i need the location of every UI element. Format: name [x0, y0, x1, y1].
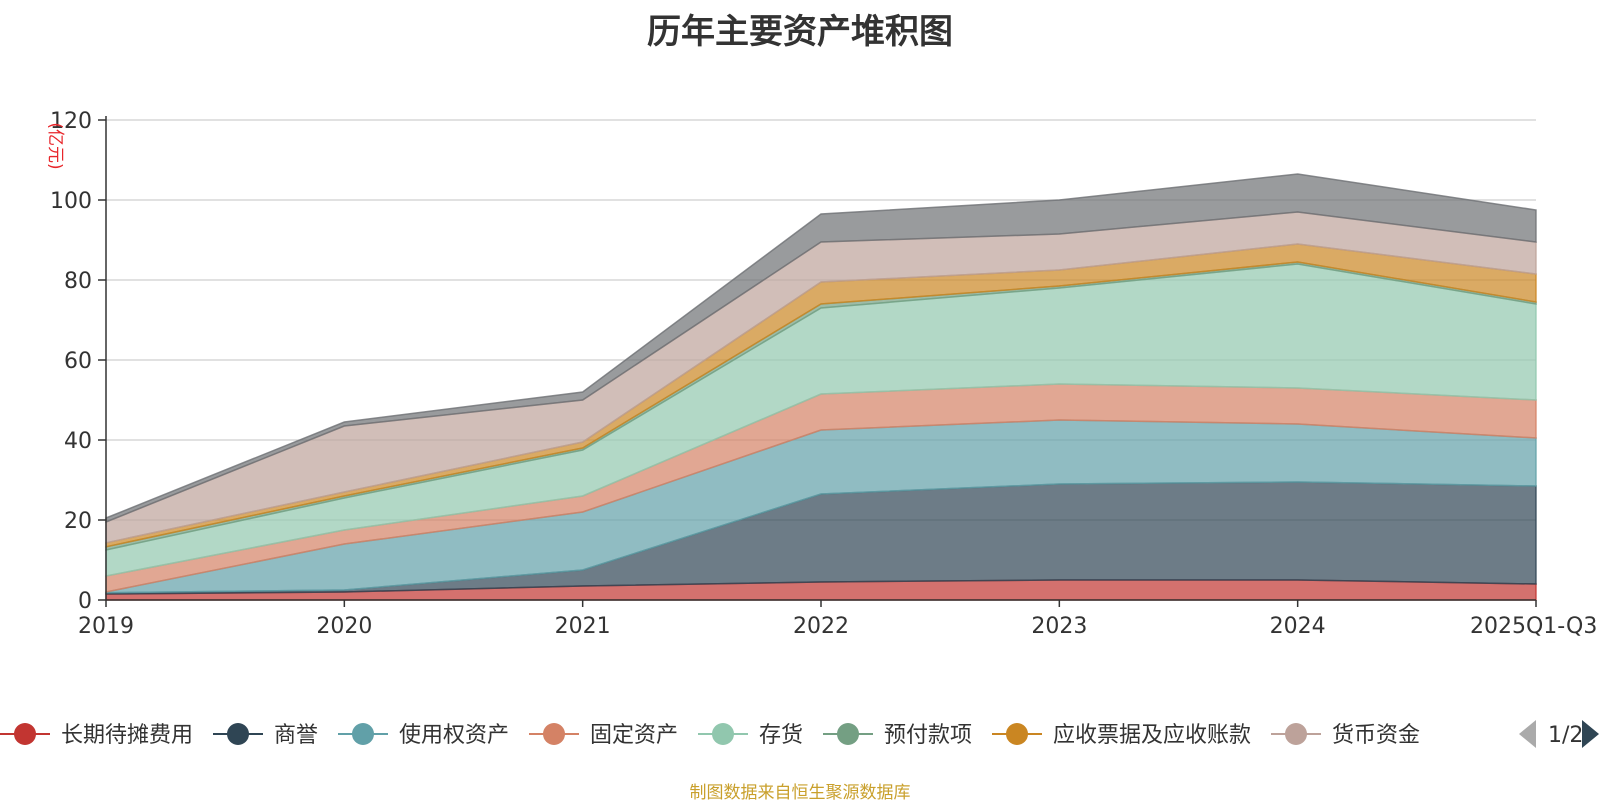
area-series [105, 173, 1537, 601]
y-tick-label: 0 [78, 589, 92, 614]
area-series-9[interactable] [105, 173, 1537, 524]
legend-item[interactable]: 应收票据及应收账款 [992, 723, 1251, 748]
legend-marker-icon [543, 723, 565, 745]
legend-items: 长期待摊费用 商誉 使用权资产 固定资产 存货 预付款项 应收票据及应收账款 货币资金 [0, 723, 1420, 748]
y-tick-label: 100 [50, 189, 92, 214]
legend-item[interactable]: 使用权资产 [338, 723, 509, 748]
y-tick-label: 120 [50, 109, 92, 134]
legend-marker-icon [227, 723, 249, 745]
legend-label: 固定资产 [590, 723, 678, 748]
axes: 0 20 40 60 80 100 120 2019 2020 2021 2022 2023 2024 2… [50, 109, 1597, 639]
legend-prev-page-icon[interactable] [1519, 720, 1536, 748]
y-tick-label: 60 [64, 349, 92, 374]
legend-item[interactable]: 存货 [698, 723, 803, 748]
legend-label: 使用权资产 [399, 723, 509, 748]
data-source-footer: 制图数据来自恒生聚源数据库 [689, 783, 911, 803]
legend-label: 长期待摊费用 [61, 723, 193, 748]
legend-label: 应收票据及应收账款 [1053, 723, 1251, 748]
legend-marker-icon [14, 723, 36, 745]
legend-marker-icon [352, 723, 374, 745]
y-axis-unit-label: (亿元) [45, 122, 65, 169]
legend-item[interactable]: 固定资产 [529, 723, 678, 748]
y-tick-label: 40 [64, 429, 92, 454]
legend-next-page-icon[interactable] [1582, 720, 1599, 748]
legend-label: 存货 [759, 723, 803, 748]
chart-title: 历年主要资产堆积图 [647, 12, 953, 52]
y-tick-label: 20 [64, 509, 92, 534]
legend-marker-icon [712, 723, 734, 745]
legend-marker-icon [1006, 723, 1028, 745]
legend-label: 货币资金 [1332, 723, 1420, 748]
x-tick-label: 2023 [1031, 614, 1087, 639]
legend-item[interactable]: 长期待摊费用 [0, 723, 193, 748]
legend-marker-icon [1285, 723, 1307, 745]
legend-item[interactable]: 预付款项 [823, 723, 972, 748]
legend: 长期待摊费用 商誉 使用权资产 固定资产 存货 预付款项 应收票据及应收账款 货币资金 1/2 [0, 720, 1599, 748]
x-tick-label: 2020 [316, 614, 372, 639]
legend-label: 预付款项 [884, 723, 972, 748]
x-tick-label: 2019 [78, 614, 134, 639]
y-tick-label: 80 [64, 269, 92, 294]
legend-item[interactable]: 货币资金 [1271, 723, 1420, 748]
x-tick-label: 2021 [555, 614, 611, 639]
legend-page-indicator: 1/2 [1548, 723, 1583, 748]
x-tick-label: 2025Q1-Q3 [1470, 614, 1597, 639]
x-tick-label: 2024 [1270, 614, 1326, 639]
x-tick-label: 2022 [793, 614, 849, 639]
legend-item[interactable]: 商誉 [213, 723, 318, 748]
legend-label: 商誉 [274, 723, 318, 748]
legend-marker-icon [837, 723, 859, 745]
